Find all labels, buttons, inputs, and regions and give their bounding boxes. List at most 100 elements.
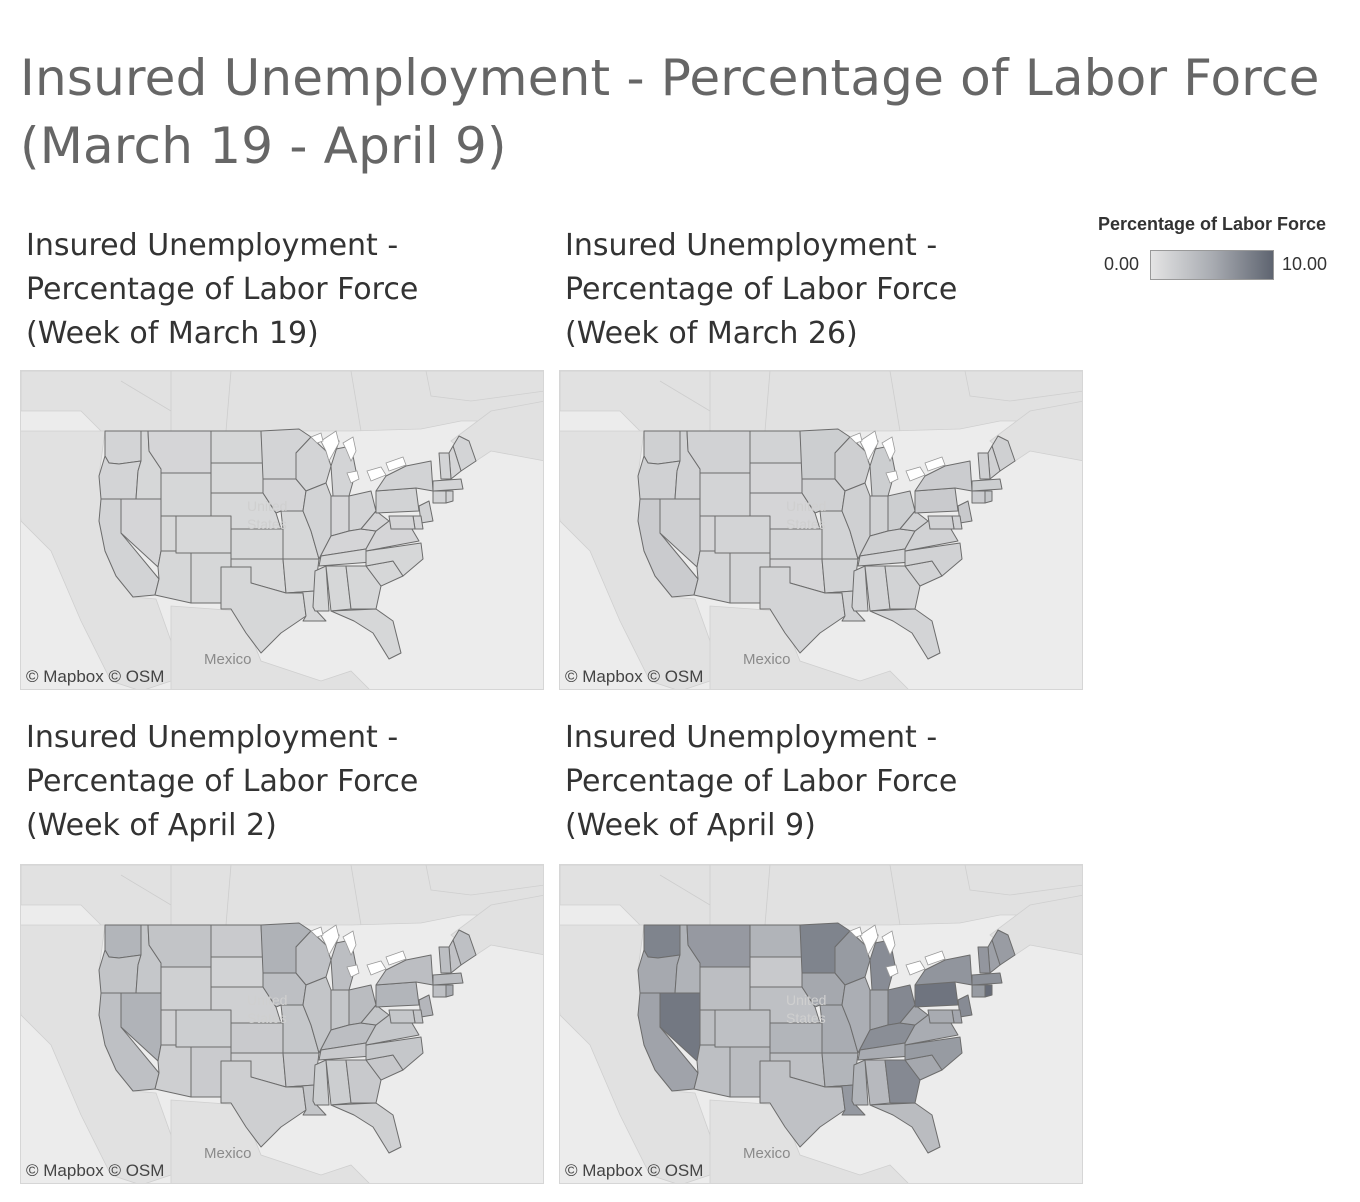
state-wy[interactable] <box>160 472 212 517</box>
state-ma[interactable] <box>432 478 464 492</box>
state-nd[interactable] <box>210 924 264 958</box>
great-lake <box>310 926 324 938</box>
state-wy[interactable] <box>699 472 751 517</box>
label-united-states-line2: States <box>247 1010 287 1026</box>
legend-color-ramp[interactable] <box>1150 250 1274 280</box>
map-week-april-9[interactable]: United States Mexico © Mapbox © OSM <box>559 864 1083 1184</box>
state-md[interactable] <box>927 515 955 530</box>
state-ny[interactable] <box>914 954 973 986</box>
map-attribution[interactable]: © Mapbox © OSM <box>26 1161 165 1180</box>
state-md[interactable] <box>927 1009 955 1024</box>
state-wv[interactable] <box>360 1004 390 1026</box>
state-sd[interactable] <box>749 956 803 988</box>
state-vt[interactable] <box>977 946 991 974</box>
state-in[interactable] <box>869 989 889 1031</box>
state-me[interactable] <box>991 929 1016 966</box>
state-ga[interactable] <box>345 1059 382 1104</box>
state-ct[interactable] <box>971 490 986 504</box>
map-attribution[interactable]: © Mapbox © OSM <box>565 1161 704 1180</box>
state-me[interactable] <box>991 435 1016 472</box>
map-week-april-2[interactable]: United States Mexico © Mapbox © OSM <box>20 864 544 1184</box>
state-ma[interactable] <box>971 972 1003 986</box>
state-fl[interactable] <box>869 608 941 660</box>
state-pa[interactable] <box>375 981 420 1008</box>
state-in[interactable] <box>869 495 889 537</box>
state-ri[interactable] <box>984 984 993 998</box>
state-ri[interactable] <box>445 984 454 998</box>
state-ms[interactable] <box>851 1059 869 1106</box>
state-wa[interactable] <box>643 924 681 959</box>
state-tx[interactable] <box>759 1060 846 1148</box>
state-fl[interactable] <box>330 1102 402 1154</box>
state-sd[interactable] <box>749 462 803 494</box>
map-attribution[interactable]: © Mapbox © OSM <box>565 667 704 686</box>
state-ks[interactable] <box>230 528 284 560</box>
state-sd[interactable] <box>210 462 264 494</box>
state-ks[interactable] <box>230 1022 284 1054</box>
basemap-boundary <box>120 380 172 412</box>
state-ga[interactable] <box>884 565 921 610</box>
state-az[interactable] <box>693 1044 731 1098</box>
state-az[interactable] <box>693 550 731 604</box>
state-co[interactable] <box>714 1009 771 1048</box>
state-pa[interactable] <box>914 981 959 1008</box>
state-ny[interactable] <box>375 460 434 492</box>
state-ct[interactable] <box>432 490 447 504</box>
state-ks[interactable] <box>769 528 823 560</box>
state-nd[interactable] <box>749 430 803 464</box>
state-pa[interactable] <box>914 487 959 514</box>
state-ri[interactable] <box>445 490 454 504</box>
state-ms[interactable] <box>851 565 869 612</box>
state-ct[interactable] <box>971 984 986 998</box>
state-wv[interactable] <box>899 1004 929 1026</box>
state-me[interactable] <box>452 929 477 966</box>
state-ms[interactable] <box>312 565 330 612</box>
state-in[interactable] <box>330 495 350 537</box>
state-az[interactable] <box>154 1044 192 1098</box>
state-ms[interactable] <box>312 1059 330 1106</box>
state-ga[interactable] <box>345 565 382 610</box>
state-wa[interactable] <box>104 924 142 959</box>
state-vt[interactable] <box>438 452 452 480</box>
state-wy[interactable] <box>160 966 212 1011</box>
state-ga[interactable] <box>884 1059 921 1104</box>
state-wa[interactable] <box>643 430 681 465</box>
state-nc[interactable] <box>365 542 424 577</box>
state-co[interactable] <box>714 515 771 554</box>
state-az[interactable] <box>154 550 192 604</box>
state-ks[interactable] <box>769 1022 823 1054</box>
state-wa[interactable] <box>104 430 142 465</box>
state-nd[interactable] <box>210 430 264 464</box>
state-wv[interactable] <box>899 510 929 532</box>
state-vt[interactable] <box>438 946 452 974</box>
state-nc[interactable] <box>904 1036 963 1071</box>
state-ct[interactable] <box>432 984 447 998</box>
state-me[interactable] <box>452 435 477 472</box>
state-md[interactable] <box>388 515 416 530</box>
state-tx[interactable] <box>220 1060 307 1148</box>
state-ny[interactable] <box>375 954 434 986</box>
state-fl[interactable] <box>330 608 402 660</box>
state-ma[interactable] <box>971 478 1003 492</box>
state-nc[interactable] <box>365 1036 424 1071</box>
state-wy[interactable] <box>699 966 751 1011</box>
state-pa[interactable] <box>375 487 420 514</box>
state-nc[interactable] <box>904 542 963 577</box>
map-week-march-19[interactable]: United States Mexico © Mapbox © OSM <box>20 370 544 690</box>
state-tx[interactable] <box>220 566 307 654</box>
state-co[interactable] <box>175 1009 232 1048</box>
state-ri[interactable] <box>984 490 993 504</box>
map-week-march-26[interactable]: United States Mexico © Mapbox © OSM <box>559 370 1083 690</box>
state-in[interactable] <box>330 989 350 1031</box>
state-vt[interactable] <box>977 452 991 480</box>
state-wv[interactable] <box>360 510 390 532</box>
state-sd[interactable] <box>210 956 264 988</box>
map-attribution[interactable]: © Mapbox © OSM <box>26 667 165 686</box>
state-tx[interactable] <box>759 566 846 654</box>
state-md[interactable] <box>388 1009 416 1024</box>
state-fl[interactable] <box>869 1102 941 1154</box>
state-ny[interactable] <box>914 460 973 492</box>
state-co[interactable] <box>175 515 232 554</box>
state-ma[interactable] <box>432 972 464 986</box>
state-nd[interactable] <box>749 924 803 958</box>
